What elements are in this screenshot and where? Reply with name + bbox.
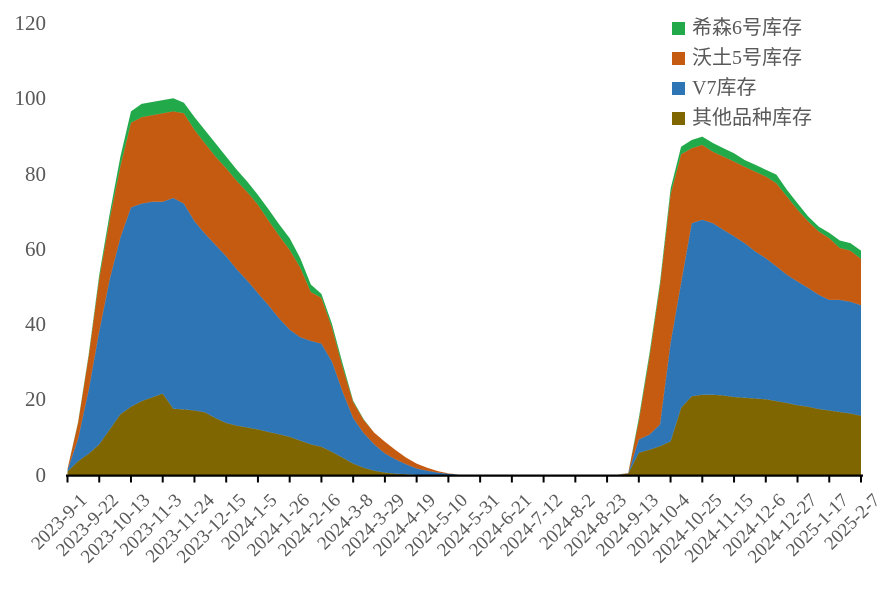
y-axis-tick-label: 120 xyxy=(14,11,47,35)
y-axis-tick-label: 20 xyxy=(25,387,46,412)
legend: 希森6号库存 沃土5号库存 V7库存 其他品种库存 xyxy=(672,13,812,133)
legend-swatch-xisen6 xyxy=(672,21,685,35)
area-v7 xyxy=(67,198,861,475)
y-axis-tick-label: 40 xyxy=(25,312,46,336)
legend-label-xisen6: 希森6号库存 xyxy=(692,17,802,39)
y-axis-tick-label: 60 xyxy=(25,236,46,261)
legend-swatch-wotu5 xyxy=(672,51,685,65)
legend-label-v7: V7库存 xyxy=(692,77,757,99)
area-other xyxy=(67,393,861,475)
legend-item-xisen6: 希森6号库存 xyxy=(672,13,812,43)
y-axis-tick-label: 100 xyxy=(14,86,47,111)
legend-item-other: 其他品种库存 xyxy=(672,103,812,133)
legend-label-wotu5: 沃土5号库存 xyxy=(692,47,802,69)
legend-swatch-v7 xyxy=(672,81,685,95)
area-wotu5 xyxy=(67,111,861,475)
legend-item-wotu5: 沃土5号库存 xyxy=(672,43,812,73)
y-axis-tick-label: 0 xyxy=(35,462,47,487)
y-axis-tick-label: 80 xyxy=(25,161,46,186)
legend-label-other: 其他品种库存 xyxy=(692,107,812,129)
legend-swatch-other xyxy=(672,111,685,125)
legend-item-v7: V7库存 xyxy=(672,73,812,103)
